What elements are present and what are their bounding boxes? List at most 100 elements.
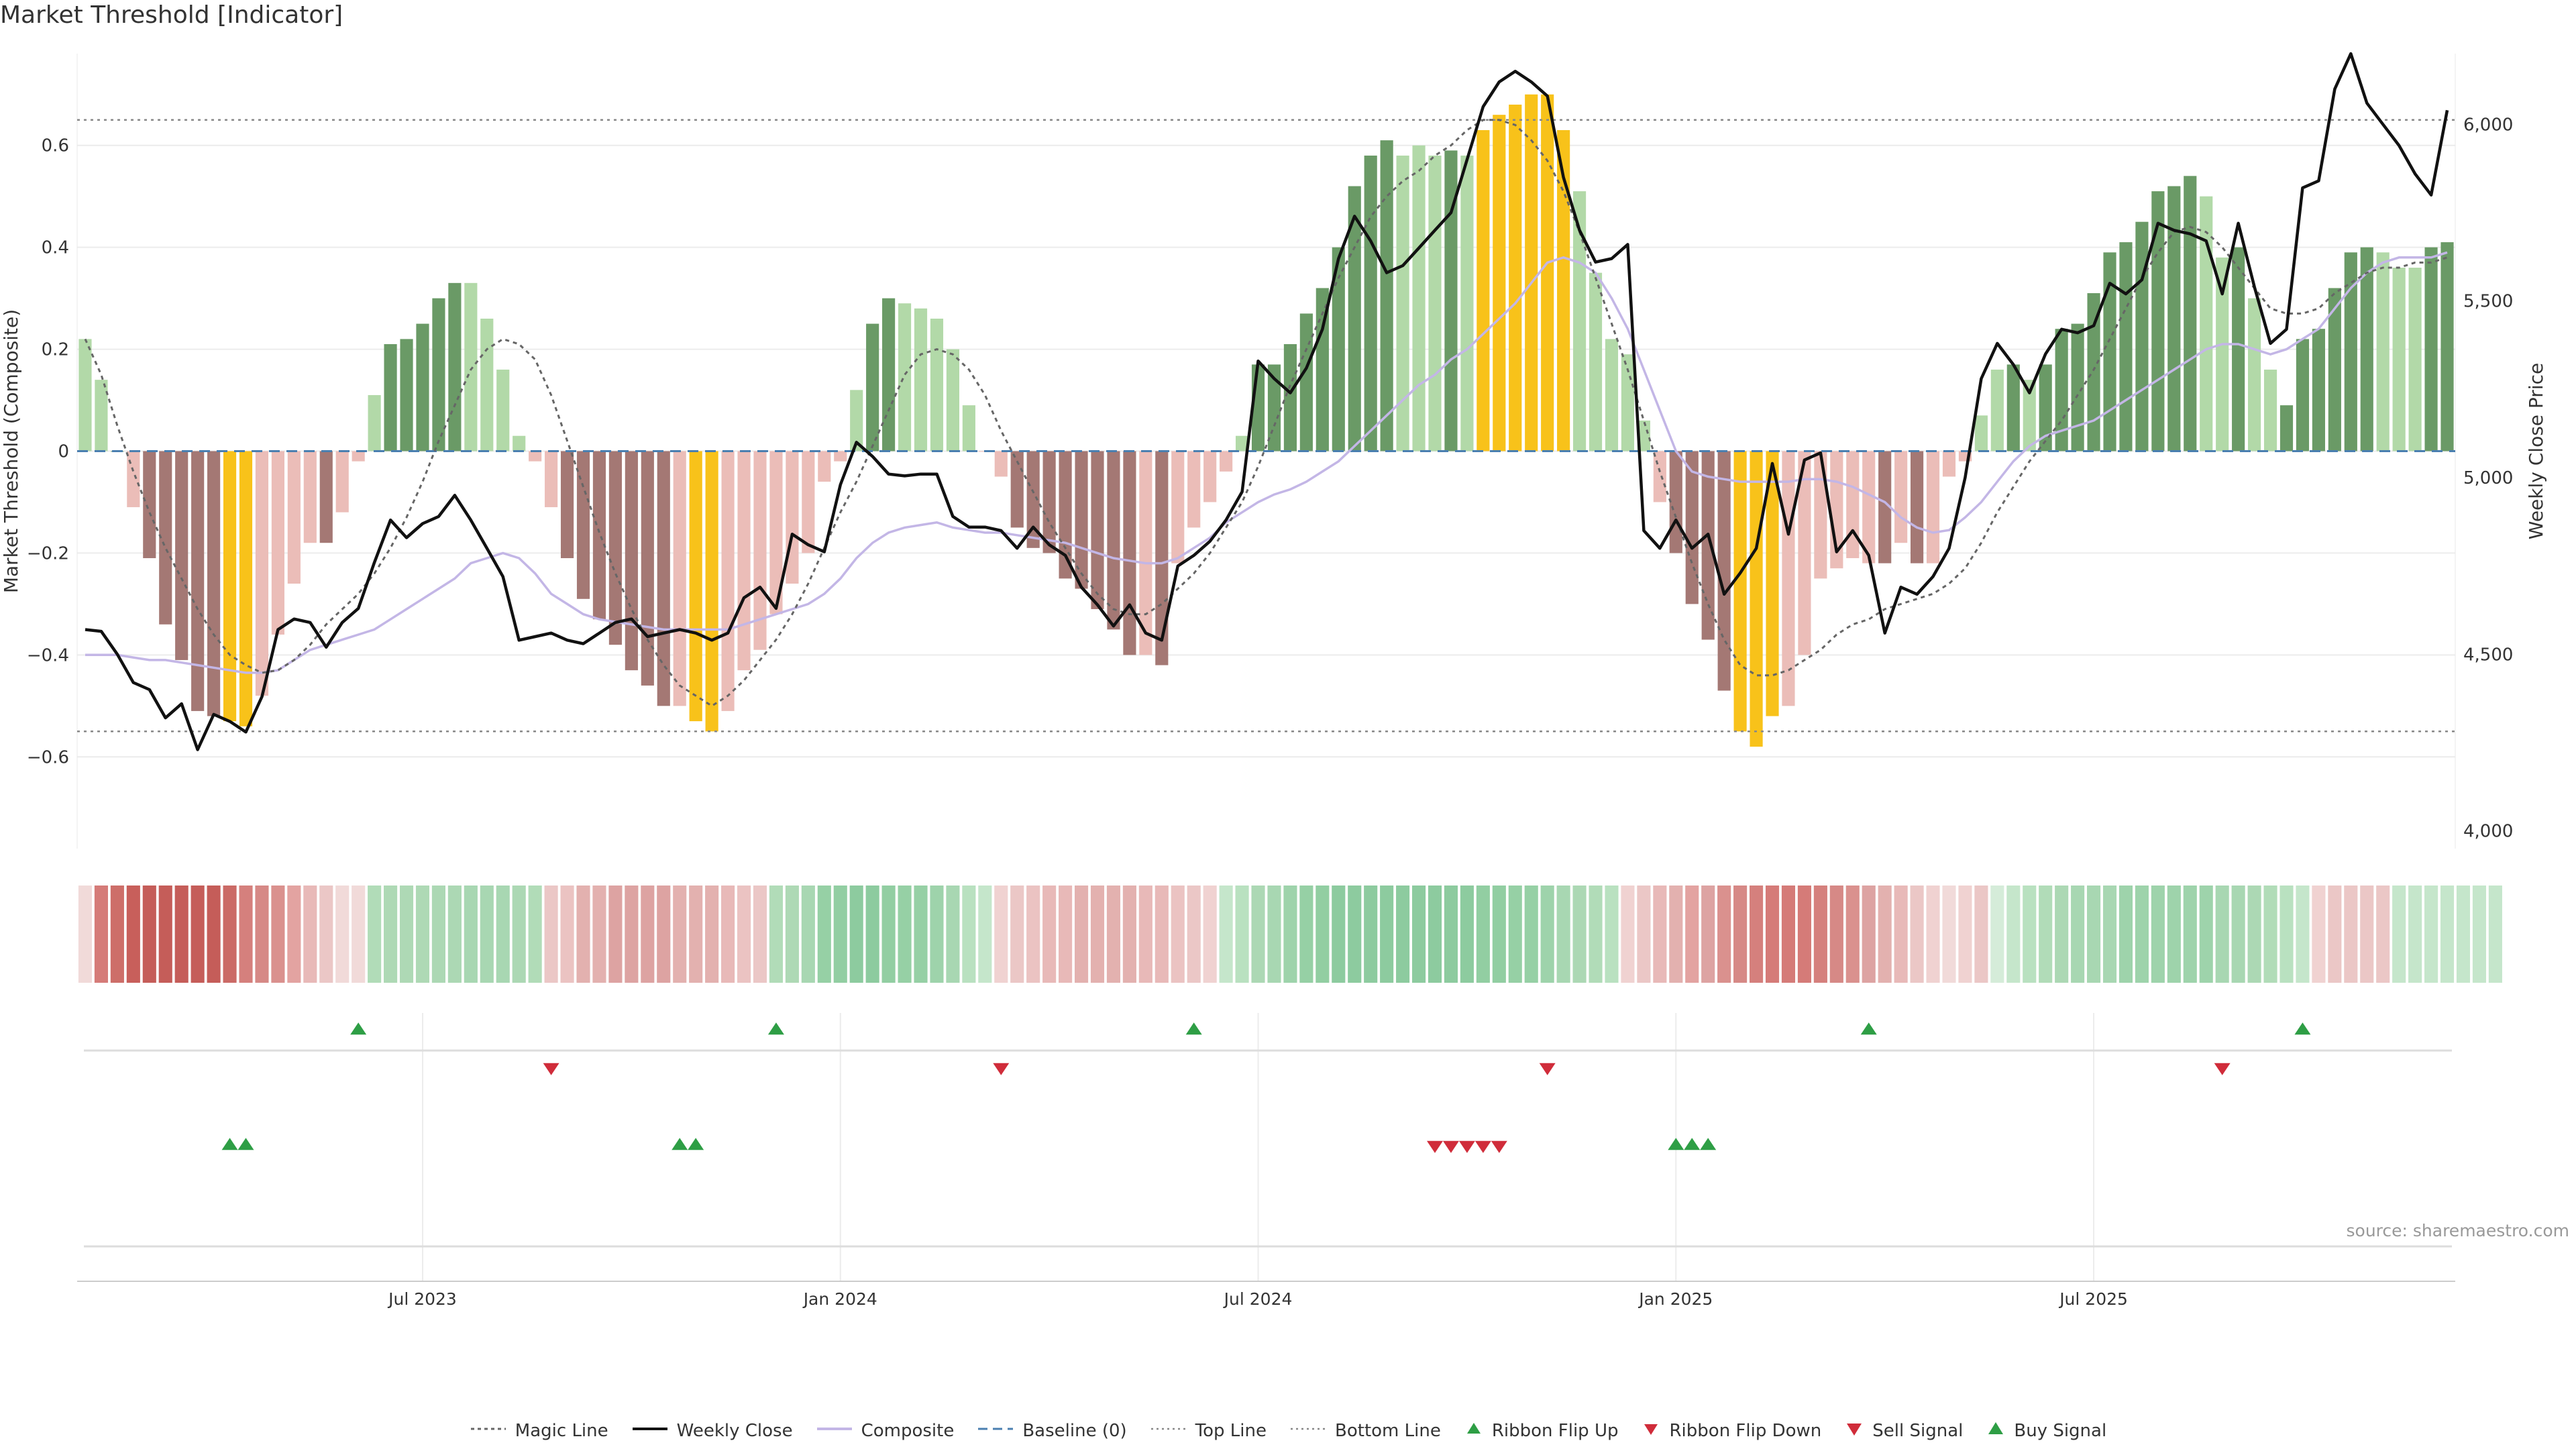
bar-week <box>1974 415 1988 451</box>
bar-week <box>175 451 189 660</box>
ribbon-cell <box>1010 885 1024 983</box>
bar-week <box>2296 339 2310 451</box>
ribbon-cell <box>1974 885 1988 983</box>
bar-week <box>1653 451 1666 502</box>
bar-week <box>930 319 944 451</box>
source-credit: source: sharemaestro.com <box>2346 1221 2570 1240</box>
bar-week <box>882 298 896 451</box>
bar-week <box>319 451 333 543</box>
sell-signal-marker <box>1442 1140 1459 1153</box>
bar-week <box>2248 298 2261 451</box>
bar-week <box>786 451 799 584</box>
bar-week <box>737 451 751 671</box>
y2-tick-label: 4,500 <box>2463 645 2513 665</box>
bar-week <box>834 451 847 462</box>
ribbon-cell <box>2392 885 2406 983</box>
magic-line <box>84 119 2448 708</box>
buy-signal-marker <box>1700 1138 1717 1150</box>
ribbon-cell <box>1411 885 1426 983</box>
x-tick-label: Jan 2024 <box>802 1289 877 1309</box>
ribbon-cell <box>1460 885 1474 983</box>
ribbon-cell <box>1138 885 1152 983</box>
bar-week <box>2151 191 2165 451</box>
ribbon-cell <box>110 885 124 983</box>
bar-week <box>1782 451 1795 706</box>
ribbon-cell <box>1235 885 1249 983</box>
ribbon-cell <box>2440 885 2455 983</box>
ribbon-cell <box>2279 885 2294 983</box>
bar-week <box>352 451 365 462</box>
bar-week <box>1075 451 1088 589</box>
bar-week <box>1926 451 1940 564</box>
y-tick-label: 0.4 <box>42 238 69 258</box>
bar-week <box>2167 186 2181 451</box>
bar-week <box>1348 186 1361 451</box>
y-tick-label: 0.2 <box>42 340 69 360</box>
bar-week <box>657 451 670 706</box>
ribbon-cell <box>544 885 558 983</box>
ribbon-cell <box>1637 885 1651 983</box>
bar-week <box>2055 329 2068 451</box>
legend: Magic Line Weekly Close Composite Baseline … <box>0 1421 2576 1441</box>
ribbon-flip-up-marker <box>1185 1022 1202 1035</box>
ribbon-cell <box>1106 885 1121 983</box>
bar-week <box>2006 364 2020 451</box>
ribbon-cell <box>239 885 253 983</box>
bar-week <box>207 451 221 716</box>
bar-week <box>1460 155 1474 451</box>
buy-signal-marker <box>237 1138 254 1150</box>
bar-week <box>1605 339 1619 451</box>
ribbon-cell <box>2247 885 2261 983</box>
ribbon-cell <box>2071 885 2085 983</box>
bar-week <box>1380 140 1393 451</box>
bar-week <box>914 308 928 451</box>
bar-week <box>432 298 445 451</box>
bar-week <box>1428 155 1442 451</box>
bar-week <box>271 451 284 635</box>
ribbon-cell <box>464 885 478 983</box>
bar-week <box>287 451 301 584</box>
ribbon-cell <box>1910 885 1924 983</box>
bar-week <box>1911 451 1924 564</box>
ribbon-flip-down-marker <box>2214 1063 2231 1075</box>
bar-week <box>1026 451 1040 548</box>
bar-week <box>2376 252 2390 451</box>
bar-week <box>191 451 205 711</box>
ribbon-cell <box>2087 885 2101 983</box>
bar-week <box>1798 451 1811 655</box>
ribbon-cell <box>142 885 156 983</box>
ribbon-cell <box>2360 885 2374 983</box>
ribbon-cell <box>1059 885 1073 983</box>
ribbon-cell <box>865 885 879 983</box>
legend-label: Top Line <box>1195 1421 1267 1441</box>
bar-week <box>159 451 172 625</box>
ribbon-cell <box>576 885 590 983</box>
legend-label: Sell Signal <box>1872 1421 1964 1441</box>
bar-week <box>1541 94 1554 451</box>
composite-line <box>85 251 2448 674</box>
ribbon-cell <box>1267 885 1281 983</box>
ribbon-cell <box>801 885 815 983</box>
bar-week <box>368 394 381 451</box>
legend-item-sell: Sell Signal <box>1844 1421 1963 1441</box>
legend-symbol-baseline <box>977 1421 1014 1441</box>
ribbon-cell <box>1508 885 1522 983</box>
ribbon-cell <box>753 885 767 983</box>
ribbon-cell <box>769 885 784 983</box>
ribbon-cell <box>2199 885 2213 983</box>
bar-week <box>1637 420 1650 451</box>
bar-week <box>1299 313 1313 451</box>
legend-label: Buy Signal <box>2014 1421 2107 1441</box>
ribbon-cell <box>2023 885 2037 983</box>
ribbon-cell <box>1187 885 1201 983</box>
bar-week <box>496 369 510 451</box>
ribbon-cell <box>528 885 542 983</box>
bar-week <box>625 451 638 671</box>
bar-week <box>1010 451 1024 528</box>
ribbon-cell <box>1251 885 1265 983</box>
y-tick-label: −0.2 <box>27 543 69 564</box>
ribbon-cell <box>158 885 172 983</box>
ribbon-cell <box>368 885 382 983</box>
ribbon-cell <box>2424 885 2438 983</box>
ribbon-cell <box>399 885 414 983</box>
